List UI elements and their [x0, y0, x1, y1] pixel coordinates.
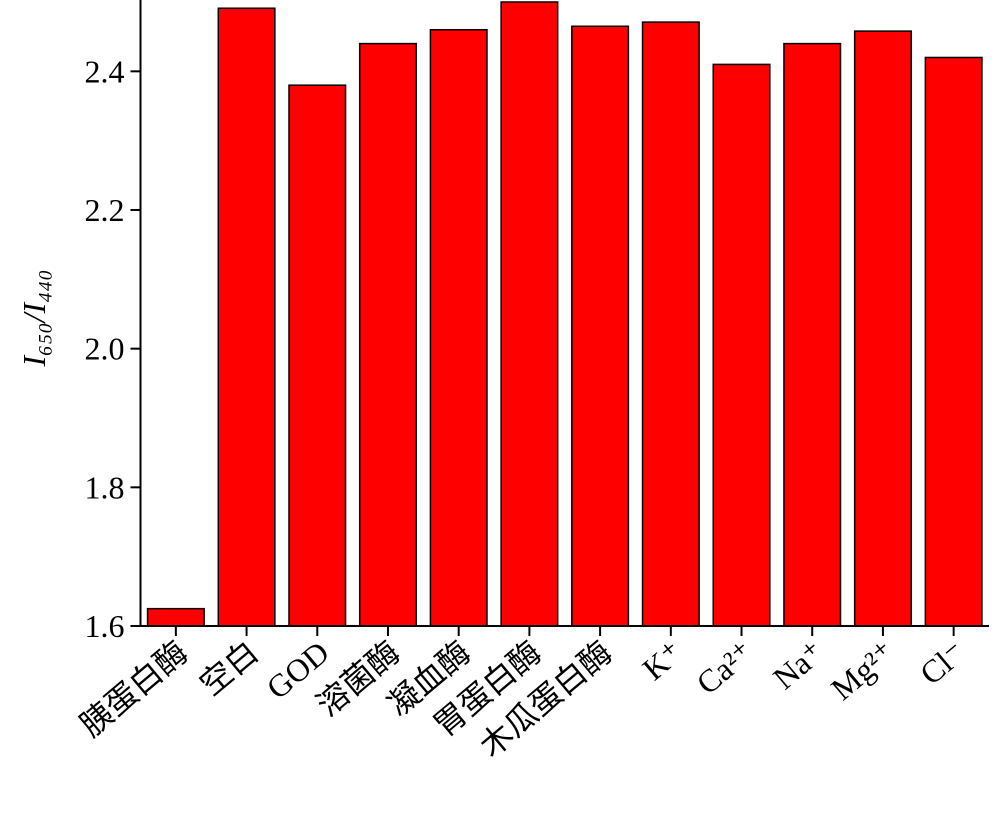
bar: [146, 607, 205, 627]
bar: [783, 42, 842, 627]
x-tick-label: Cl⁻: [913, 634, 972, 692]
y-tick-label: 1.6: [85, 608, 125, 644]
bar: [217, 7, 276, 627]
bar: [571, 25, 630, 627]
x-tick-label: K⁺: [636, 634, 690, 687]
bar: [641, 21, 700, 627]
y-axis-label: I₆₅₀/I₄₄₀: [16, 270, 52, 368]
bar: [500, 1, 559, 627]
y-tick-label: 1.8: [85, 469, 125, 505]
y-tick-label: 2.2: [85, 192, 125, 228]
bar: [924, 56, 983, 627]
x-tick-label: Mg²⁺: [824, 634, 901, 707]
y-tick-label: 2.0: [85, 331, 125, 367]
bar: [712, 63, 771, 627]
bar: [853, 30, 912, 627]
bar: [288, 84, 347, 627]
x-tick-label: Na⁺: [766, 634, 831, 696]
x-tick-label: 空白: [193, 634, 265, 703]
y-tick-label: 2.4: [85, 53, 125, 89]
bar: [358, 42, 418, 627]
x-tick-label: 胰蛋白酶: [73, 634, 194, 744]
bar: [429, 28, 488, 627]
x-tick-label: Ca²⁺: [689, 634, 760, 701]
